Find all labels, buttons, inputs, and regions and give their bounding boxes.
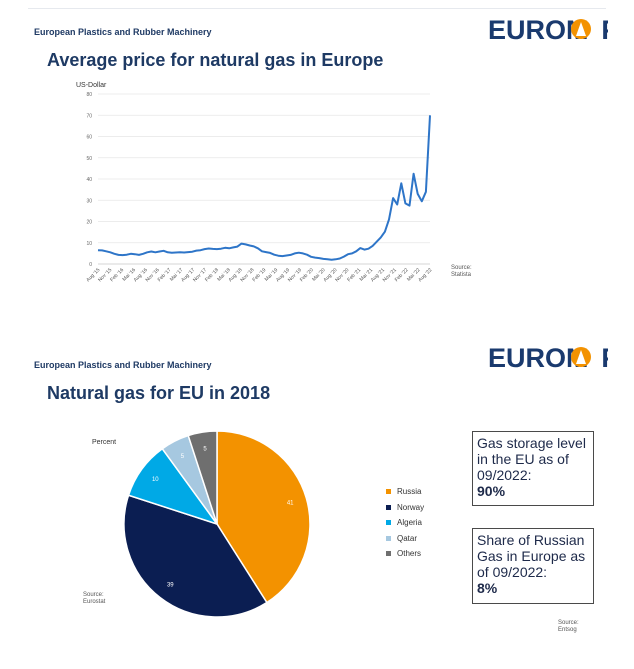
euromap-logo-graphic: EUROM P [488, 343, 619, 373]
price-series-line [97, 115, 431, 261]
russian-share-text: Share of Russian Gas in Europe as of 09/… [477, 532, 586, 580]
legend-swatch [386, 551, 391, 557]
euromap-logo-graphic: EUROM P [488, 15, 619, 45]
legend-item-algeria: Algeria [386, 518, 422, 527]
y-tick-label: 0 [89, 262, 92, 268]
source-label: Source: [451, 265, 472, 271]
y-tick-label: 60 [86, 135, 92, 141]
pie-data-label: 41 [287, 501, 294, 507]
legend-label: Algeria [397, 518, 422, 527]
russian-share-box: Share of Russian Gas in Europe as of 09/… [472, 528, 594, 604]
divider [28, 8, 606, 9]
y-tick-label: 20 [86, 220, 92, 226]
y-axis-label: US-Dollar [76, 82, 107, 89]
legend-item-others: Others [386, 549, 421, 558]
source-name: Eurostat [83, 599, 106, 605]
y-tick-label: 40 [86, 177, 92, 183]
source-note: Source: Statista [451, 265, 472, 279]
storage-level-value: 90% [477, 483, 506, 499]
legend-label: Russia [397, 487, 422, 496]
pie-unit-label: Percent [92, 439, 116, 446]
x-tick-label: Aug '22 [417, 267, 433, 283]
box-source-name: Entsog [558, 627, 577, 633]
pie-slice-others [187, 430, 218, 525]
legend-swatch [386, 520, 391, 526]
euromap-logo-text: EUROM P [488, 343, 608, 372]
legend-label: Norway [397, 502, 425, 512]
pie-slice-norway [123, 494, 268, 618]
legend-label: Others [397, 549, 422, 558]
box-source-label: Source: [558, 620, 579, 626]
y-tick-label: 50 [86, 156, 92, 162]
storage-level-box: Gas storage level in the EU as of 09/202… [472, 431, 594, 506]
storage-level-text: Gas storage level in the EU as of 09/202… [477, 435, 586, 483]
y-tick-label: 10 [86, 241, 92, 247]
pie-data-label: 5 [181, 454, 185, 460]
chart-title: Natural gas for EU in 2018 [47, 383, 271, 403]
euromap-logo: EUROM P [488, 14, 619, 45]
euromap-logo: EUROM P [488, 342, 619, 373]
pie-data-label: 10 [152, 477, 159, 483]
logo-a-glyph [576, 350, 586, 364]
box-source-note: Source: Entsog [558, 620, 579, 634]
y-tick-label: 80 [86, 92, 92, 98]
source-note: Source: Eurostat [83, 592, 105, 606]
y-tick-label: 70 [86, 113, 92, 119]
gas-supply-pie-chart: Percent 41 39 10 5 5 [92, 430, 311, 618]
legend-item-russia: Russia [386, 487, 421, 496]
legend-item-norway: Norway [386, 503, 424, 512]
source-name: Statista [451, 272, 472, 278]
legend-swatch [386, 535, 391, 541]
russian-share-value: 8% [477, 580, 498, 596]
source-label: Source: [83, 592, 104, 598]
y-tick-label: 30 [86, 198, 92, 204]
pie-data-label: 39 [167, 582, 174, 588]
chart-title: Average price for natural gas in Europe [47, 50, 384, 70]
slide-gas-supply: European Plastics and Rubber Machinery E… [0, 338, 634, 669]
legend-swatch [386, 504, 391, 510]
euromap-logo-text: EUROM P [488, 15, 608, 44]
logo-a-glyph [576, 22, 586, 36]
pie-data-label: 5 [203, 447, 207, 453]
slide-gas-price: European Plastics and Rubber Machinery E… [0, 0, 634, 320]
legend-item-qatar: Qatar [386, 534, 417, 543]
tagline: European Plastics and Rubber Machinery [34, 27, 212, 37]
tagline: European Plastics and Rubber Machinery [34, 360, 212, 370]
legend-swatch [386, 489, 391, 495]
legend-label: Qatar [397, 533, 418, 543]
